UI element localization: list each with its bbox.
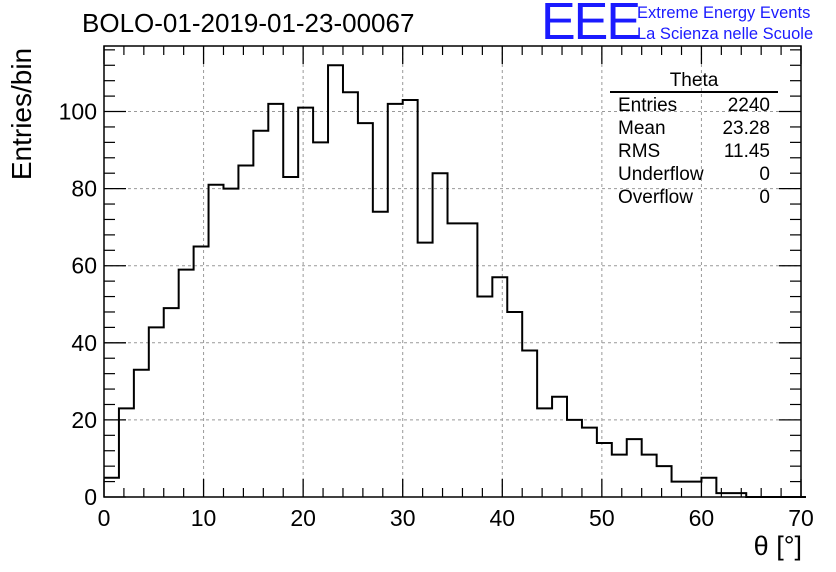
- chart-title: BOLO-01-2019-01-23-00067: [82, 8, 415, 38]
- stats-box: Theta Entries 2240 Mean 23.28 RMS 11.45 …: [610, 71, 778, 209]
- stats-row-underflow: Underflow 0: [610, 163, 778, 186]
- histogram-bin: [388, 104, 403, 497]
- histogram-bin: [597, 443, 612, 497]
- histogram-bin: [209, 185, 224, 497]
- histogram-bin: [253, 131, 268, 497]
- histogram-bin: [268, 104, 283, 497]
- stats-row-rms: RMS 11.45: [610, 140, 778, 163]
- stats-title: Theta: [610, 71, 778, 93]
- histogram-bin: [492, 277, 507, 497]
- stats-row-entries: Entries 2240: [610, 94, 778, 117]
- histogram-bin: [701, 478, 716, 497]
- histogram-bin: [552, 397, 567, 497]
- x-tick-label: 30: [390, 505, 416, 531]
- histogram-bin: [283, 177, 298, 497]
- histogram-bin: [298, 108, 313, 497]
- stats-value: 2240: [727, 95, 770, 116]
- logo-caption: Extreme Energy Events La Scienza nelle S…: [637, 3, 813, 45]
- eee-logo: EEE: [541, 0, 641, 51]
- y-tick-label: 100: [59, 99, 97, 125]
- histogram-bin: [343, 92, 358, 497]
- histogram-bin: [567, 420, 582, 497]
- x-tick-label: 40: [489, 505, 515, 531]
- histogram-bin: [627, 439, 642, 497]
- y-tick-label: 40: [71, 330, 97, 356]
- stats-value: 23.28: [722, 118, 770, 139]
- histogram-bin: [194, 246, 209, 497]
- histogram-bin: [522, 351, 537, 497]
- y-tick-label: 0: [84, 484, 97, 510]
- histogram-bin: [104, 478, 119, 497]
- histogram-bin: [642, 455, 657, 497]
- histogram-bin: [686, 482, 701, 497]
- stats-value: 11.45: [723, 141, 770, 162]
- histogram-bin: [537, 408, 552, 497]
- stats-label: Underflow: [618, 164, 704, 185]
- x-tick-label: 60: [689, 505, 715, 531]
- x-tick-label: 0: [98, 505, 111, 531]
- histogram-bin: [358, 123, 373, 497]
- histogram-bin: [179, 270, 194, 497]
- histogram-bin: [373, 212, 388, 497]
- histogram-bin: [612, 455, 627, 497]
- x-tick-label: 10: [191, 505, 217, 531]
- histogram-bin: [119, 408, 134, 497]
- histogram-bin: [582, 428, 597, 497]
- x-axis-label: θ [°]: [753, 531, 802, 561]
- histogram-bin: [418, 243, 433, 497]
- y-tick-label: 80: [71, 176, 97, 202]
- histogram-bin: [164, 308, 179, 497]
- stats-value: 0: [759, 187, 770, 208]
- stats-label: Mean: [618, 118, 666, 139]
- x-tick-label: 50: [589, 505, 615, 531]
- logo-line-1: Extreme Energy Events: [637, 4, 811, 22]
- histogram-bin: [657, 466, 672, 497]
- histogram-bin: [672, 482, 687, 497]
- tick-labels: 0 10 20 30 40 50 60 70 0 20 40 60 80 100: [59, 99, 814, 531]
- histogram-bin: [448, 223, 463, 497]
- histogram-bin: [433, 173, 448, 497]
- histogram-bin: [134, 370, 149, 497]
- histogram-outline: [104, 64, 806, 498]
- histogram-bin: [328, 65, 343, 497]
- histogram-bin: [507, 312, 522, 497]
- histogram-bin: [462, 223, 477, 497]
- histogram-bin: [313, 142, 328, 497]
- histogram-bin: [477, 297, 492, 497]
- stats-value: 0: [759, 164, 770, 185]
- y-tick-label: 60: [71, 253, 97, 279]
- logo-line-2: La Scienza nelle Scuole: [637, 25, 814, 43]
- plot-frame: [103, 45, 802, 498]
- y-axis-label: Entries/bin: [6, 47, 37, 181]
- histogram-bin: [403, 100, 418, 497]
- stats-label: RMS: [618, 141, 661, 162]
- stats-label: Overflow: [618, 187, 693, 208]
- y-tick-label: 20: [71, 407, 97, 433]
- histogram-bin: [149, 327, 164, 497]
- histogram-bin: [238, 165, 253, 497]
- grid: [104, 46, 801, 497]
- stats-row-mean: Mean 23.28: [610, 117, 778, 140]
- stats-row-overflow: Overflow 0: [610, 186, 778, 209]
- x-tick-label: 70: [788, 505, 814, 531]
- stats-label: Entries: [618, 95, 678, 116]
- x-tick-label: 20: [290, 505, 316, 531]
